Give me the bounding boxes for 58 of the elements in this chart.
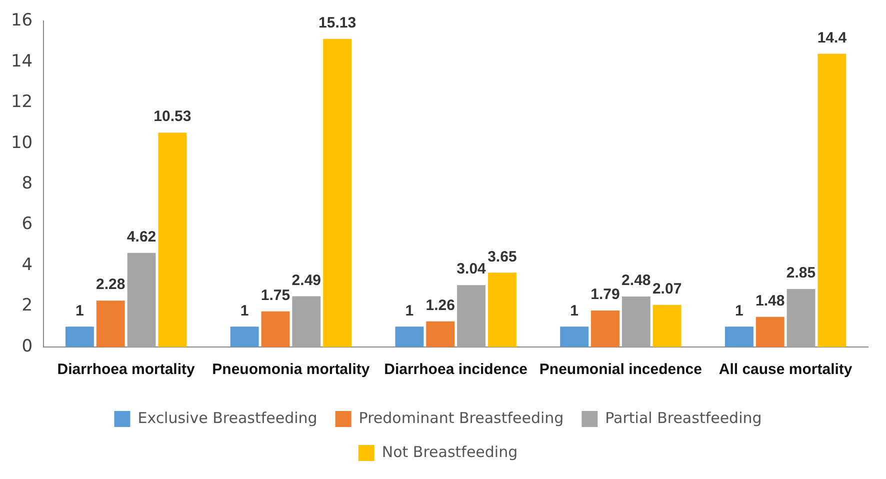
- bar: [591, 310, 620, 347]
- bar: [426, 321, 455, 347]
- data-label: 2.28: [96, 276, 126, 294]
- y-tick-label: 14: [10, 51, 33, 72]
- data-label: 1: [735, 302, 744, 320]
- x-tick-label: Pneuomonia mortality: [212, 361, 370, 378]
- bar: [127, 252, 156, 347]
- y-tick-label: 2: [22, 296, 33, 316]
- bar: [756, 316, 784, 347]
- bar: [622, 296, 650, 347]
- data-label: 10.53: [154, 108, 192, 126]
- bar: [96, 300, 125, 347]
- y-tick-label: 6: [22, 214, 33, 234]
- bar: [158, 132, 187, 347]
- data-label: 3.04: [456, 260, 487, 278]
- bar: [261, 311, 290, 347]
- legend-label: Predominant Breastfeeding: [358, 408, 564, 427]
- x-tick-label: Diarrhoea incidence: [384, 361, 528, 378]
- data-label: 1: [76, 302, 84, 320]
- data-label: 2.48: [622, 272, 651, 290]
- bar: [786, 288, 816, 347]
- y-tick-label: 8: [22, 174, 33, 194]
- bar: [65, 326, 94, 347]
- data-label: 2.85: [786, 264, 816, 282]
- bar: [323, 38, 352, 347]
- bar: [818, 54, 846, 347]
- y-tick-label: 10: [10, 132, 33, 153]
- data-label: 1.48: [756, 292, 785, 310]
- y-tick-label: 0: [22, 336, 33, 356]
- data-label: 2.49: [292, 272, 321, 289]
- bar: [457, 285, 486, 347]
- bar: [230, 326, 259, 347]
- data-label: 1.75: [260, 287, 290, 304]
- legend-label: Partial Breastfeeding: [605, 408, 762, 427]
- data-label: 14.4: [817, 29, 848, 46]
- data-label: 2.07: [652, 280, 682, 298]
- data-label: 1.79: [590, 286, 620, 304]
- legend-label: Exclusive Breastfeeding: [138, 408, 318, 427]
- x-tick-label: Diarrhoea mortality: [57, 361, 196, 378]
- legend-label: Not Breastfeeding: [382, 442, 518, 461]
- y-tick-label: 4: [22, 254, 33, 275]
- x-tick-label: Pneumonial incedence: [539, 361, 702, 378]
- bar: [395, 326, 424, 347]
- x-tick-label: All cause mortality: [718, 361, 853, 378]
- data-label: 1: [405, 302, 414, 320]
- data-label: 1: [240, 302, 249, 320]
- bar: [652, 304, 682, 347]
- bar: [724, 326, 754, 347]
- data-label: 15.13: [318, 14, 356, 32]
- data-label: 3.65: [488, 248, 517, 266]
- data-label: 1.26: [426, 296, 455, 314]
- bar: [488, 272, 516, 347]
- data-label: 4.62: [126, 228, 156, 246]
- bar: [292, 296, 321, 347]
- y-tick-label: 16: [10, 10, 33, 31]
- data-label: 1: [570, 302, 578, 320]
- y-tick-label: 12: [10, 92, 33, 112]
- bar: [560, 326, 589, 347]
